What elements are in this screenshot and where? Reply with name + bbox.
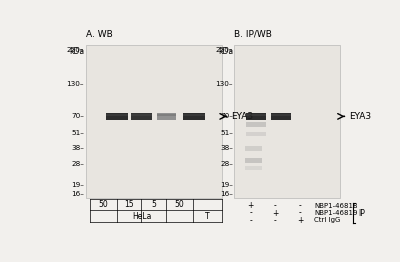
Text: -: -	[274, 216, 277, 225]
Bar	[246, 113, 266, 120]
Bar	[245, 158, 262, 163]
Text: 70–: 70–	[71, 113, 84, 119]
Text: kDa: kDa	[218, 47, 233, 56]
Bar	[246, 132, 266, 136]
Text: 19–: 19–	[220, 182, 233, 188]
Text: 250–: 250–	[215, 47, 233, 53]
Text: EYA3: EYA3	[231, 112, 254, 121]
Text: B. IP/WB: B. IP/WB	[234, 30, 272, 39]
Text: NBP1-46818: NBP1-46818	[314, 203, 358, 209]
Text: 130–: 130–	[215, 81, 233, 87]
Text: 16–: 16–	[220, 191, 233, 197]
Text: -: -	[250, 209, 252, 217]
Bar	[157, 114, 176, 116]
Bar	[234, 45, 340, 198]
Text: 28–: 28–	[71, 161, 84, 167]
Text: 28–: 28–	[220, 161, 233, 167]
Bar	[183, 114, 205, 116]
Text: A. WB: A. WB	[86, 30, 112, 39]
Text: 38–: 38–	[71, 145, 84, 151]
Bar	[157, 113, 176, 120]
Text: kDa: kDa	[69, 47, 84, 56]
Text: 5: 5	[152, 200, 156, 209]
Text: 250–: 250–	[66, 47, 84, 53]
Text: -: -	[250, 216, 252, 225]
Text: 51–: 51–	[220, 130, 233, 136]
Text: +: +	[297, 216, 303, 225]
Bar	[106, 114, 128, 116]
Text: 130–: 130–	[66, 81, 84, 87]
Text: 15: 15	[124, 200, 134, 209]
Text: 16–: 16–	[71, 191, 84, 197]
Bar	[271, 114, 291, 116]
Bar	[245, 146, 262, 151]
Text: 19–: 19–	[71, 182, 84, 188]
Text: -: -	[299, 209, 302, 217]
Text: 70–: 70–	[220, 113, 233, 119]
Bar	[246, 114, 266, 116]
Bar	[131, 114, 152, 116]
Bar	[246, 122, 266, 127]
Text: NBP1-46819: NBP1-46819	[314, 210, 358, 216]
Text: 38–: 38–	[220, 145, 233, 151]
Text: T: T	[205, 211, 210, 221]
Bar	[106, 113, 128, 120]
Text: 51–: 51–	[71, 130, 84, 136]
Text: -: -	[299, 201, 302, 210]
Text: +: +	[272, 209, 278, 217]
Text: HeLa: HeLa	[132, 211, 151, 221]
Bar	[271, 113, 291, 120]
Bar	[183, 113, 205, 120]
Text: EYA3: EYA3	[349, 112, 371, 121]
Text: 50: 50	[174, 200, 184, 209]
Text: -: -	[274, 201, 277, 210]
Text: +: +	[248, 201, 254, 210]
Text: 50: 50	[98, 200, 108, 209]
Bar	[86, 45, 222, 198]
Text: IP: IP	[358, 209, 365, 217]
Text: Ctrl IgG: Ctrl IgG	[314, 217, 340, 223]
Bar	[131, 113, 152, 120]
Bar	[245, 166, 262, 170]
